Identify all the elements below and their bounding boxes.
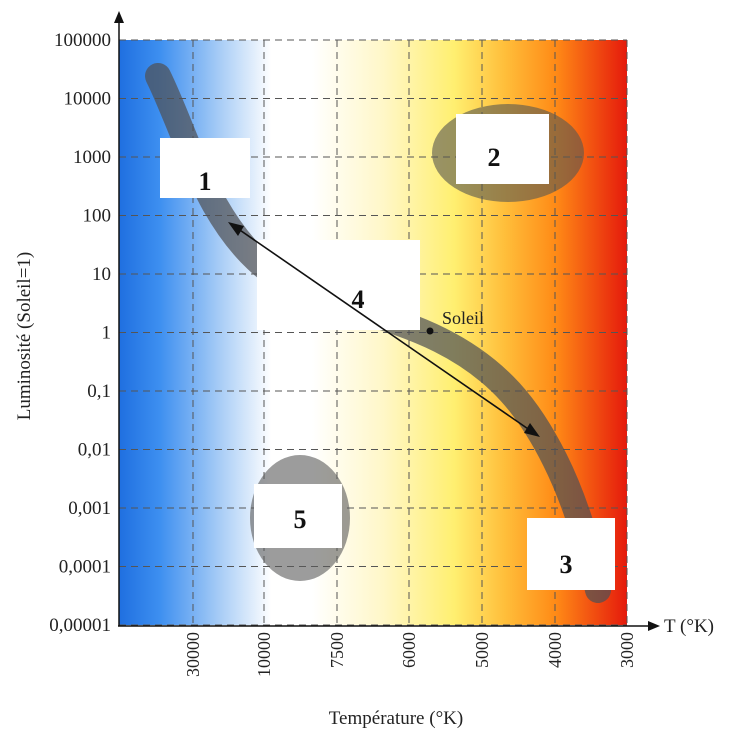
label-box-5	[254, 484, 342, 548]
arrow-line	[233, 225, 535, 434]
x-tick-label: 3000	[617, 632, 637, 668]
sun-label: Soleil	[442, 308, 484, 328]
region-label-4: 4	[352, 285, 365, 314]
region-label-1: 1	[199, 167, 212, 196]
x-tick-label: 4000	[545, 632, 565, 668]
y-tick-label: 1	[102, 323, 112, 344]
region-label-2: 2	[488, 143, 501, 172]
y-tick-label: 0,01	[78, 440, 111, 461]
x-tick-label: 5000	[472, 632, 492, 668]
x-tick-label: 6000	[399, 632, 419, 668]
y-tick-label: 100000	[54, 30, 111, 51]
x-tick-label: 10000	[254, 632, 274, 677]
x-axis-end-label: T (°K)	[664, 616, 714, 637]
sun-marker	[426, 327, 434, 335]
y-tick-label: 0,00001	[49, 615, 111, 636]
label-box-2	[456, 114, 549, 184]
label-box-3	[527, 518, 615, 590]
label-box-4	[257, 240, 420, 330]
x-tick-labels: 30000 10000 7500 6000 5000 4000 3000	[183, 632, 637, 677]
y-tick-label: 0,001	[68, 498, 111, 519]
y-tick-label: 100	[83, 206, 112, 227]
region-label-5: 5	[294, 505, 307, 534]
y-axis-arrow	[114, 11, 124, 23]
y-tick-label: 0,1	[87, 381, 111, 402]
x-tick-label: 30000	[183, 632, 203, 677]
arrow-head-start	[228, 222, 244, 236]
x-axis-title: Température (°K)	[329, 708, 463, 729]
y-tick-label: 1000	[73, 147, 111, 168]
x-tick-label: 7500	[327, 632, 347, 668]
region-label-3: 3	[560, 550, 573, 579]
y-tick-labels: 100000 10000 1000 100 10 1 0,1 0,01 0,001 0,0001 0…	[49, 30, 111, 636]
y-tick-label: 10	[92, 264, 111, 285]
y-tick-label: 0,0001	[59, 557, 111, 578]
y-axis-title: Luminosité (Soleil=1)	[14, 252, 35, 421]
x-axis-arrow	[648, 621, 660, 631]
arrow-head-end	[524, 423, 540, 437]
label-box-1	[160, 138, 250, 198]
y-tick-label: 10000	[64, 89, 112, 110]
